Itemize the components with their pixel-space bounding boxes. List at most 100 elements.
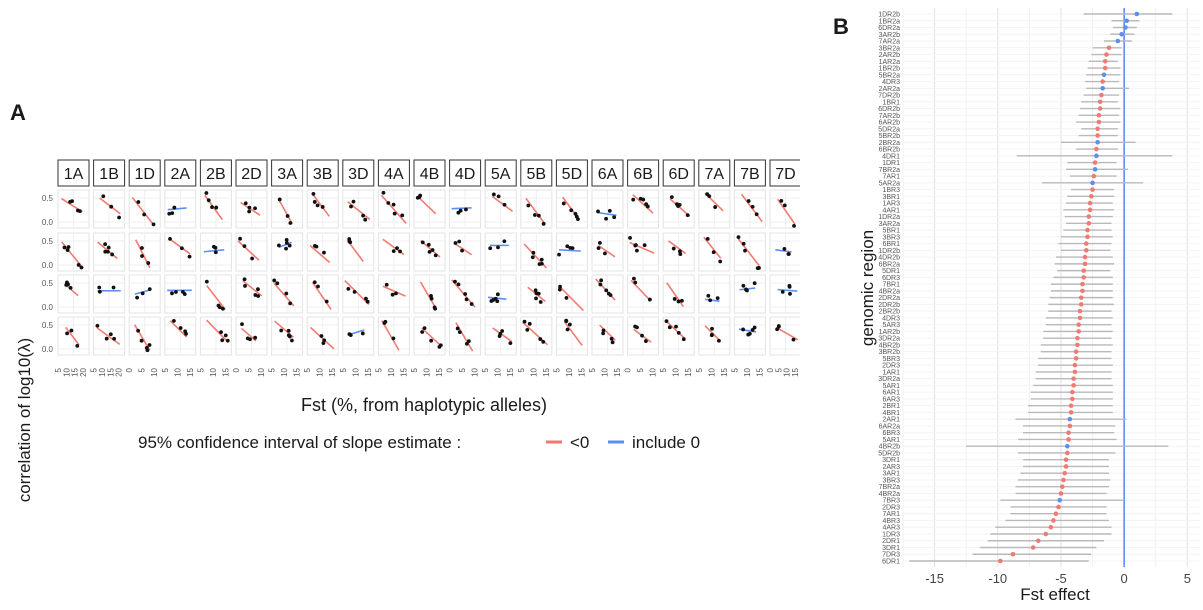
forest-x-tick-label: 0	[1121, 571, 1128, 586]
forest-estimate-point	[1089, 194, 1094, 199]
facet-x-tick-label: 5	[245, 367, 254, 372]
facet-x-tick-label: 5	[730, 367, 739, 372]
facet-data-point	[315, 245, 319, 249]
facet-x-tick-label: 5	[339, 367, 348, 372]
facet-data-point	[136, 329, 140, 333]
facet-data-point	[243, 284, 247, 288]
panel-a-x-axis-label: Fst (%, from haplotypic alleles)	[301, 395, 547, 415]
facet-data-point	[456, 327, 460, 331]
facet-data-point	[205, 280, 209, 284]
facet-data-point	[170, 211, 174, 215]
forest-estimate-point	[1061, 478, 1066, 483]
forest-estimate-point	[1119, 32, 1124, 37]
facet-data-point	[70, 329, 74, 333]
facet-data-point	[533, 213, 537, 217]
forest-estimate-point	[1054, 511, 1059, 516]
facet-x-tick-label: 10	[351, 367, 360, 376]
forest-estimate-point	[1092, 174, 1097, 179]
facet-data-point	[421, 240, 425, 244]
facet-x-tick-label: 15	[684, 367, 693, 376]
facet-x-tick-label: 10	[743, 367, 752, 376]
forest-estimate-point	[1070, 397, 1075, 402]
facet-data-point	[571, 246, 575, 250]
facet-data-point	[383, 320, 387, 324]
facet-data-point	[110, 253, 114, 257]
facet-data-point	[781, 290, 785, 294]
facet-data-point	[250, 257, 254, 261]
facet-data-point	[453, 280, 457, 284]
facet-data-point	[145, 346, 149, 350]
facet-data-point	[420, 330, 424, 334]
facet-data-point	[678, 249, 682, 253]
facet-data-point	[363, 218, 367, 222]
facet-data-point	[640, 334, 644, 338]
facet-data-point	[751, 328, 755, 332]
forest-estimate-point	[1051, 518, 1056, 523]
facet-data-point	[430, 297, 434, 301]
forest-estimate-point	[1080, 282, 1085, 287]
facet-data-point	[247, 206, 251, 210]
facet-x-tick-label: 10	[649, 367, 658, 376]
forest-estimate-point	[1088, 201, 1093, 206]
facet-data-point	[674, 325, 678, 329]
facet-data-point	[288, 244, 292, 248]
forest-estimate-point	[1056, 505, 1061, 510]
facet-data-point	[313, 200, 317, 204]
facet-data-point	[470, 302, 474, 306]
facet-data-point	[634, 243, 638, 247]
facet-x-tick-label: 15	[542, 367, 551, 376]
facet-data-point	[503, 203, 507, 207]
facet-strip-label: 4B	[420, 166, 440, 183]
facet-data-point	[753, 281, 757, 285]
facet-data-point	[394, 291, 398, 295]
facet-data-point	[183, 292, 187, 296]
facet-data-point	[248, 337, 252, 341]
facet-data-point	[224, 333, 228, 337]
facet-data-point	[349, 333, 353, 337]
facet-data-point	[174, 290, 178, 294]
facet-x-tick-label: 15	[221, 367, 230, 376]
forest-estimate-point	[1078, 309, 1083, 314]
forest-y-tick-label: 6DR1	[882, 559, 900, 566]
forest-estimate-point	[1083, 262, 1088, 267]
facet-data-point	[496, 246, 500, 250]
facet-data-point	[272, 279, 276, 283]
facet-data-point	[502, 239, 506, 243]
facet-data-point	[80, 266, 84, 270]
forest-estimate-point	[1076, 322, 1081, 327]
facet-data-point	[604, 217, 608, 221]
facet-x-tick-label: 10	[209, 367, 218, 376]
facet-x-tick-label: 15	[613, 367, 622, 376]
forest-estimate-point	[1116, 39, 1121, 44]
facet-strip-label: 5A	[491, 166, 511, 183]
forest-estimate-point	[1066, 437, 1071, 442]
forest-estimate-point	[1088, 208, 1093, 213]
facet-x-tick-label: 15	[720, 367, 729, 376]
facet-data-point	[136, 200, 140, 204]
facet-data-point	[741, 328, 745, 332]
facet-data-point	[677, 300, 681, 304]
facet-data-point	[288, 301, 292, 305]
forest-estimate-point	[1090, 187, 1095, 192]
facet-data-point	[632, 277, 636, 281]
facet-data-point	[279, 329, 283, 333]
facet-data-point	[668, 325, 672, 329]
facet-data-point	[313, 280, 317, 284]
facet-x-tick-label: 15	[364, 367, 373, 376]
facet-x-tick-label: 10	[173, 367, 182, 376]
facet-data-point	[611, 340, 615, 344]
facet-data-point	[172, 206, 176, 210]
panel-a-facet-chart: correlation of log10(λ) Fst (%, from hap…	[0, 150, 800, 610]
facet-data-point	[253, 336, 257, 340]
facet-x-tick-label: 15	[791, 367, 800, 376]
forest-estimate-point	[1060, 484, 1065, 489]
facet-data-point	[635, 249, 639, 253]
forest-estimate-point	[1098, 99, 1103, 104]
facet-data-point	[212, 245, 216, 249]
legend-title: 95% confidence interval of slope estimat…	[138, 433, 461, 452]
facet-data-point	[101, 194, 105, 198]
forest-estimate-point	[1095, 133, 1100, 138]
facet-data-point	[290, 339, 294, 343]
facet-data-point	[204, 191, 208, 195]
facet-data-point	[349, 205, 353, 209]
